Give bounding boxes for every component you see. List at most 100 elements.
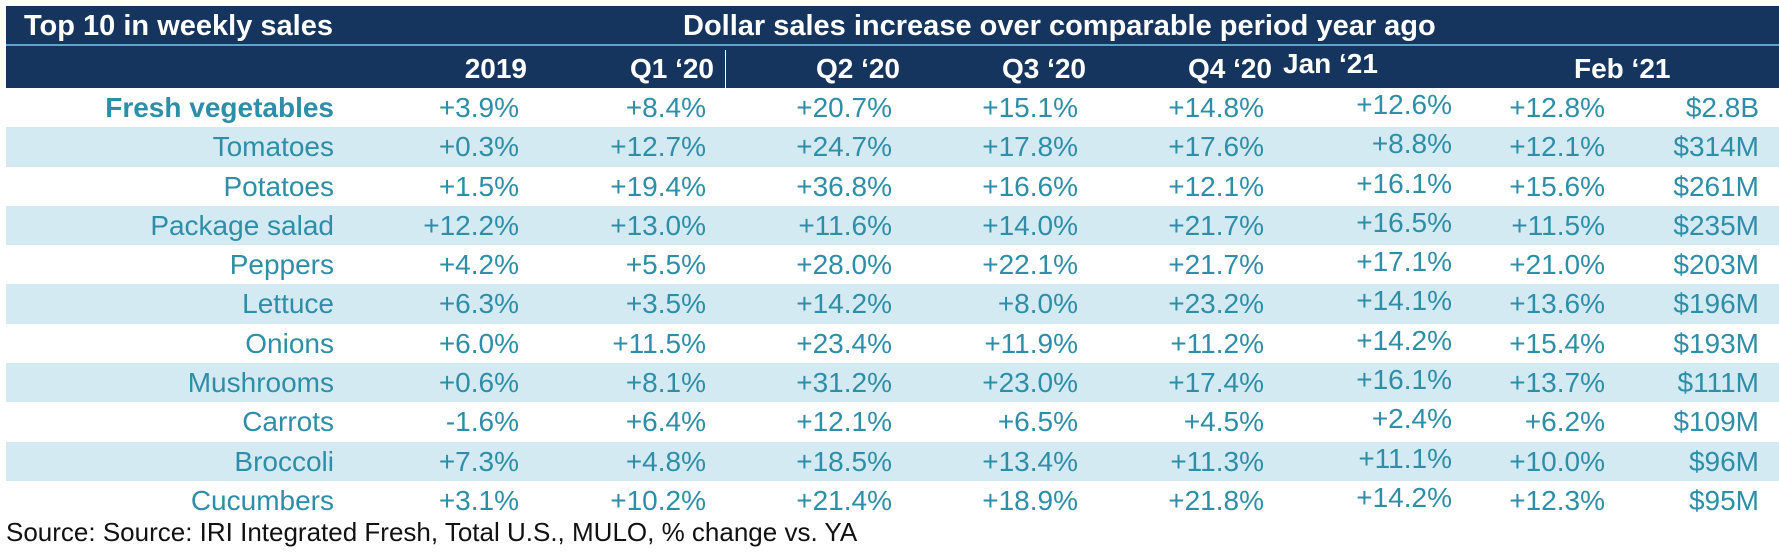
value-q4-20: +4.5%: [1183, 406, 1264, 438]
value-q1-20: +19.4%: [610, 170, 706, 202]
value-q2-20: +20.7%: [796, 92, 892, 123]
value-q4-20: +21.8%: [1168, 484, 1264, 516]
value-feb-21: +15.6%: [1509, 170, 1605, 202]
value-feb-21-dollars: $95M: [1688, 484, 1759, 516]
table-row: Mushrooms +0.6% +8.1% +31.2% +23.0% +17.4% +16…: [6, 363, 1779, 403]
value-feb-21-dollars: $235M: [1673, 209, 1759, 241]
value-q1-20: +12.7%: [610, 131, 706, 163]
column-header-q2-20: Q2 ‘20: [815, 53, 900, 84]
value-jan-21: +14.2%: [1356, 481, 1452, 513]
value-jan-21: +12.6%: [1356, 89, 1452, 120]
value-2019: +6.3%: [438, 288, 519, 320]
value-jan-21: +11.1%: [1358, 442, 1452, 474]
value-q1-20: +10.2%: [610, 484, 706, 516]
value-q4-20: +21.7%: [1168, 249, 1264, 281]
row-label: Package salad: [150, 209, 334, 241]
value-q2-20: +14.2%: [796, 288, 892, 320]
value-feb-21-dollars: $203M: [1673, 249, 1759, 281]
value-feb-21: +13.7%: [1509, 367, 1605, 399]
value-q2-20: +24.7%: [796, 131, 892, 163]
row-label: Mushrooms: [187, 367, 334, 399]
table-row: Cucumbers +3.1% +10.2% +21.4% +18.9% +21.8% +1…: [6, 481, 1779, 520]
value-2019: +1.5%: [438, 170, 519, 202]
row-label: Broccoli: [234, 445, 334, 477]
value-feb-21: +6.2%: [1524, 406, 1605, 438]
value-q4-20: +23.2%: [1168, 288, 1264, 320]
value-q2-20: +21.4%: [796, 484, 892, 516]
column-header-q3-20: Q3 ‘20: [1001, 53, 1086, 84]
value-q1-20: +8.1%: [625, 367, 706, 399]
table-row: Tomatoes +0.3% +12.7% +24.7% +17.8% +17.6% +8.…: [6, 127, 1779, 167]
value-feb-21-dollars: $111M: [1677, 367, 1759, 399]
value-q4-20: +12.1%: [1168, 170, 1264, 202]
value-jan-21: +16.1%: [1356, 364, 1452, 396]
value-q4-20: +21.7%: [1168, 209, 1264, 241]
table-row: Peppers +4.2% +5.5% +28.0% +22.1% +21.7% +17.1…: [6, 245, 1779, 284]
value-2019: +7.3%: [438, 445, 519, 477]
row-label: Carrots: [242, 406, 334, 438]
value-q3-20: +11.9%: [984, 327, 1078, 359]
value-q1-20: +3.5%: [625, 288, 706, 320]
column-divider: [725, 50, 726, 88]
row-label: Cucumbers: [190, 484, 334, 516]
source-note: Source: Source: IRI Integrated Fresh, To…: [6, 517, 858, 547]
value-q1-20: +6.4%: [625, 406, 706, 438]
value-jan-21: +2.4%: [1371, 403, 1452, 435]
table-header: Top 10 in weekly sales Dollar sales incr…: [6, 6, 1779, 88]
table-row: Broccoli +7.3% +4.8% +18.5% +13.4% +11.3% +11.…: [6, 441, 1779, 481]
value-q3-20: +23.0%: [982, 367, 1078, 399]
value-q1-20: +13.0%: [610, 209, 706, 241]
value-feb-21: +13.6%: [1509, 288, 1605, 320]
row-label: Lettuce: [242, 288, 334, 320]
value-feb-21: +10.0%: [1509, 445, 1605, 477]
value-q3-20: +17.8%: [982, 131, 1078, 163]
value-jan-21: +14.2%: [1356, 324, 1452, 356]
value-jan-21: +16.5%: [1356, 206, 1452, 238]
column-header-2019: 2019: [464, 53, 527, 84]
column-header-q1-20: Q1 ‘20: [629, 53, 714, 84]
table-row: Carrots -1.6% +6.4% +12.1% +6.5% +4.5% +2.4% +6…: [6, 402, 1779, 441]
value-feb-21: +12.1%: [1509, 131, 1605, 163]
header-right-title: Dollar sales increase over comparable pe…: [683, 10, 1436, 42]
value-2019: +0.6%: [438, 367, 519, 399]
value-q2-20: +23.4%: [796, 327, 892, 359]
table-row: Onions +6.0% +11.5% +23.4% +11.9% +11.2% +14.2…: [6, 324, 1779, 363]
value-jan-21: +8.8%: [1371, 128, 1452, 160]
column-header-jan-21: Jan ‘21: [1283, 48, 1378, 79]
value-2019: +6.0%: [438, 327, 519, 359]
header-left-title: Top 10 in weekly sales: [24, 10, 333, 42]
value-2019: +3.1%: [438, 484, 519, 516]
table-row: Lettuce +6.3% +3.5% +14.2% +8.0% +23.2% +14.1%…: [6, 284, 1779, 324]
value-feb-21-dollars: $2.8B: [1685, 92, 1759, 123]
value-q3-20: +8.0%: [997, 288, 1078, 320]
value-feb-21: +15.4%: [1509, 327, 1605, 359]
value-feb-21: +21.0%: [1509, 249, 1605, 281]
value-q4-20: +17.4%: [1168, 367, 1264, 399]
value-q2-20: +36.8%: [796, 170, 892, 202]
row-label: Onions: [245, 327, 334, 359]
value-q2-20: +12.1%: [796, 406, 892, 438]
value-q4-20: +17.6%: [1168, 131, 1264, 163]
column-header-feb-21: Feb ‘21: [1574, 53, 1671, 84]
table-row: Potatoes +1.5% +19.4% +36.8% +16.6% +12.1% +16…: [6, 167, 1779, 206]
value-q3-20: +14.0%: [982, 209, 1078, 241]
column-header-q4-20: Q4 ‘20: [1187, 53, 1272, 84]
value-jan-21: +14.1%: [1356, 285, 1452, 317]
value-2019: -1.6%: [445, 406, 519, 438]
row-label: Peppers: [229, 249, 334, 281]
value-q2-20: +11.6%: [798, 209, 892, 241]
value-q1-20: +4.8%: [625, 445, 706, 477]
value-feb-21-dollars: $314M: [1673, 131, 1759, 163]
value-q3-20: +18.9%: [982, 484, 1078, 516]
value-q1-20: +5.5%: [625, 249, 706, 281]
value-q4-20: +11.3%: [1170, 445, 1264, 477]
value-2019: +3.9%: [438, 92, 519, 123]
value-jan-21: +16.1%: [1356, 167, 1452, 199]
value-feb-21-dollars: $96M: [1688, 445, 1759, 477]
row-label: Potatoes: [223, 170, 334, 202]
header-divider: [6, 44, 1779, 46]
value-feb-21-dollars: $261M: [1673, 170, 1759, 202]
value-feb-21: +12.8%: [1509, 92, 1605, 123]
value-q4-20: +14.8%: [1168, 92, 1264, 123]
table-row: Fresh vegetables +3.9% +8.4% +20.7% +15.1% +1…: [6, 88, 1779, 127]
